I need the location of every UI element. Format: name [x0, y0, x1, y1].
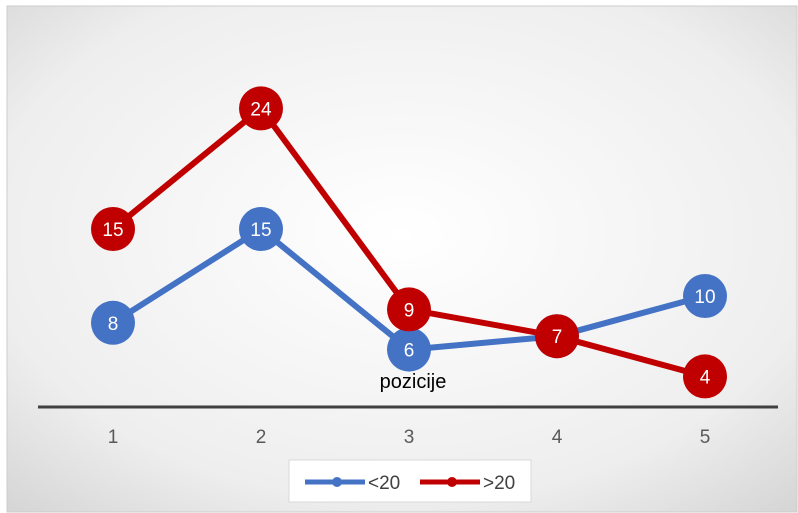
data-label: 24 — [250, 99, 272, 120]
x-tick-labels: 1 2 3 4 5 — [108, 427, 711, 448]
data-label: 15 — [250, 220, 271, 241]
data-marker — [91, 300, 135, 345]
x-tick-label: 2 — [256, 427, 267, 448]
series-layer: 81567101524974 — [91, 86, 727, 399]
chart-background — [6, 5, 798, 513]
data-point: 24 — [239, 86, 283, 131]
data-label: 10 — [694, 287, 715, 308]
x-tick-label: 1 — [108, 427, 119, 448]
legend-swatch-marker — [447, 477, 457, 487]
data-marker — [535, 314, 579, 359]
data-label: 6 — [404, 341, 415, 362]
data-marker — [239, 207, 283, 251]
legend-items: <20 >20 — [305, 473, 515, 494]
data-label: 15 — [102, 220, 123, 241]
x-tick-label: 5 — [700, 427, 711, 448]
x-tick-label: 4 — [552, 427, 563, 448]
axis-annotation: pozicije — [380, 371, 447, 393]
legend-swatch-marker — [332, 477, 342, 487]
data-marker — [387, 327, 431, 372]
data-point: 9 — [387, 287, 431, 332]
data-point: 8 — [91, 300, 135, 345]
data-marker — [91, 207, 135, 251]
data-label: 9 — [404, 300, 415, 321]
legend-label: >20 — [483, 473, 515, 494]
data-point: 10 — [683, 274, 727, 318]
data-marker — [683, 354, 727, 399]
data-label: 7 — [552, 327, 563, 348]
legend-item: <20 — [305, 473, 400, 494]
data-marker — [239, 86, 283, 131]
legend-item: >20 — [420, 473, 515, 494]
data-point: 15 — [91, 207, 135, 251]
data-marker — [683, 274, 727, 318]
data-label: 8 — [108, 314, 119, 335]
data-label: 4 — [700, 367, 711, 388]
data-point: 7 — [535, 314, 579, 359]
data-marker — [387, 287, 431, 332]
data-point: 6 — [387, 327, 431, 372]
data-point: 4 — [683, 354, 727, 399]
x-tick-label: 3 — [404, 427, 415, 448]
data-point: 15 — [239, 207, 283, 251]
legend-label: <20 — [368, 473, 400, 494]
